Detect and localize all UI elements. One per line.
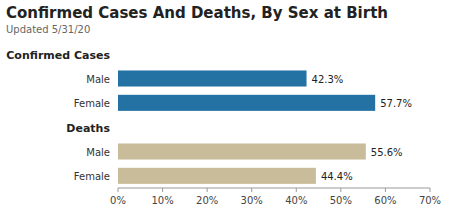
subtitle: Updated 5/31/20 [6,24,90,35]
category-label: Male [86,147,110,158]
category-label: Female [74,98,110,109]
bar [118,143,366,159]
tick-label: 0% [110,195,126,206]
tick [296,188,297,192]
tick-label: 10% [151,195,173,206]
tick-label: 40% [285,195,307,206]
tick-label: 50% [330,195,352,206]
title: Confirmed Cases And Deaths, By Sex at Bi… [6,4,388,22]
x-axis: 0% 10% 20% 30% 40% 50% 60% 70% [110,188,441,206]
bar [118,70,307,86]
data-label: 44.4% [321,171,353,182]
axis-line [118,188,430,189]
tick [385,188,386,192]
tick [207,188,208,192]
tick-label: 20% [196,195,218,206]
data-label: 42.3% [312,74,344,85]
bar [118,95,375,111]
bar [118,168,316,184]
category-label: Female [74,171,110,182]
labels: Confirmed Cases Male 42.3% Female 57.7% Death… [6,49,412,182]
tick [430,188,431,192]
data-label: 57.7% [380,98,412,109]
tick-label: 70% [419,195,441,206]
tick [118,188,119,192]
section-label: Deaths [66,122,110,135]
tick [162,188,163,192]
tick [251,188,252,192]
section-label: Confirmed Cases [6,49,110,62]
bars [118,70,375,183]
category-label: Male [86,74,110,85]
data-label: 55.6% [371,147,403,158]
tick-label: 60% [374,195,396,206]
chart: Confirmed Cases And Deaths, By Sex at Bi… [0,0,474,224]
tick-label: 30% [241,195,263,206]
tick [340,188,341,192]
